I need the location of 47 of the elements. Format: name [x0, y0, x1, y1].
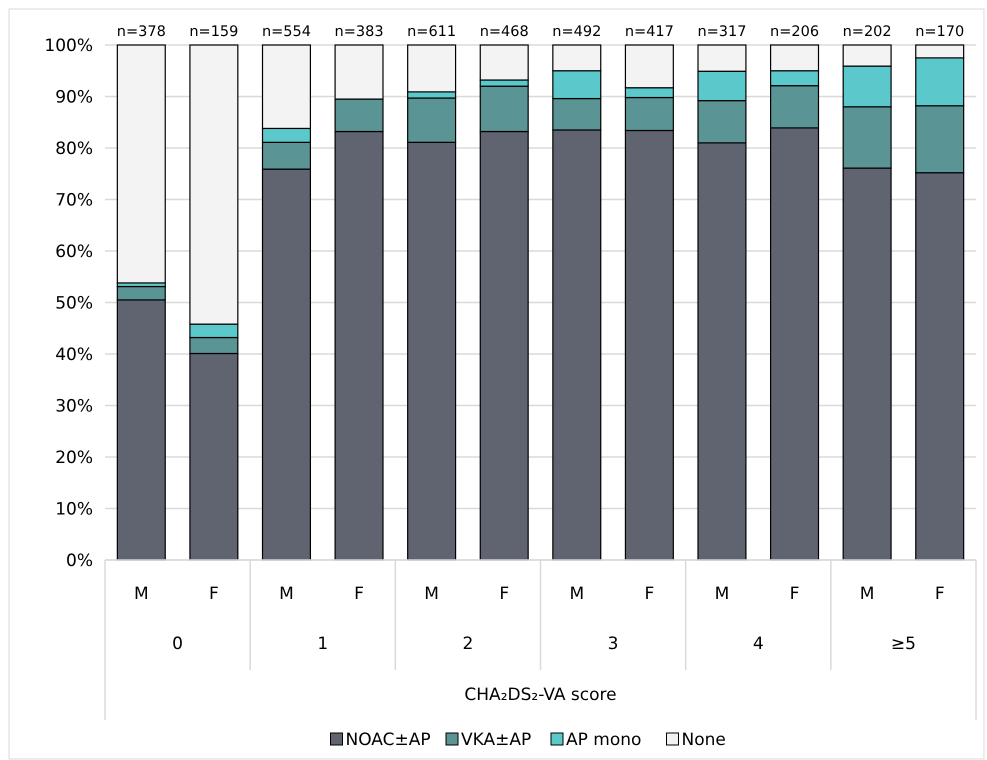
text: n=383: [334, 24, 384, 40]
text: n=378: [116, 24, 166, 40]
x-tick-label: M: [134, 584, 149, 604]
x-tick-label: M: [714, 584, 730, 604]
text: 3: [608, 634, 618, 654]
text: n=611: [407, 24, 456, 40]
y-tick-label: 10%: [55, 499, 93, 520]
x-tick-label: F: [499, 584, 510, 604]
text: 4: [752, 634, 764, 654]
x-tick-label: M: [860, 584, 874, 604]
y-tick-label: 30%: [55, 396, 93, 416]
text: n=468: [480, 24, 529, 40]
y-tick-label: 100%: [44, 36, 93, 56]
text: n=554: [262, 24, 311, 40]
y-tick-label: 80%: [55, 138, 93, 159]
x-tick-label: M: [279, 584, 294, 604]
x-axis-title: CHA₂DS₂-VA score: [464, 684, 617, 705]
x-tick-label: F: [208, 584, 219, 604]
x-tick-label: F: [934, 584, 945, 604]
text: 1: [317, 634, 328, 654]
text: n=170: [915, 24, 964, 40]
y-tick-label: 40%: [55, 344, 93, 365]
text: 2: [462, 634, 474, 654]
x-tick-label: M: [424, 584, 439, 604]
text: n=492: [552, 24, 602, 40]
text: n=202: [842, 24, 892, 40]
text: n=417: [624, 24, 674, 40]
y-tick-label: 0%: [66, 550, 93, 571]
text: n=206: [770, 24, 820, 40]
x-tick-label: M: [569, 584, 584, 604]
x-tick-label: F: [644, 584, 654, 604]
legend-label: VKA±AP: [461, 730, 532, 750]
x-tick-label: F: [790, 584, 800, 604]
text: 0: [172, 634, 183, 654]
legend-label: NOAC±AP: [346, 730, 431, 750]
legend-label: AP mono: [566, 730, 642, 750]
bar: [116, 44, 166, 284]
y-tick-label: 50%: [55, 293, 93, 314]
text: ≥5: [890, 634, 916, 654]
y-tick-label: 20%: [55, 448, 93, 468]
text: n=159: [189, 24, 238, 40]
text: n=317: [697, 24, 746, 40]
x-tick-label: F: [354, 584, 364, 604]
y-tick-label: 90%: [55, 87, 93, 108]
legend-label: None: [682, 730, 726, 750]
y-tick-label: 70%: [55, 190, 93, 210]
y-tick-label: 60%: [55, 242, 93, 262]
